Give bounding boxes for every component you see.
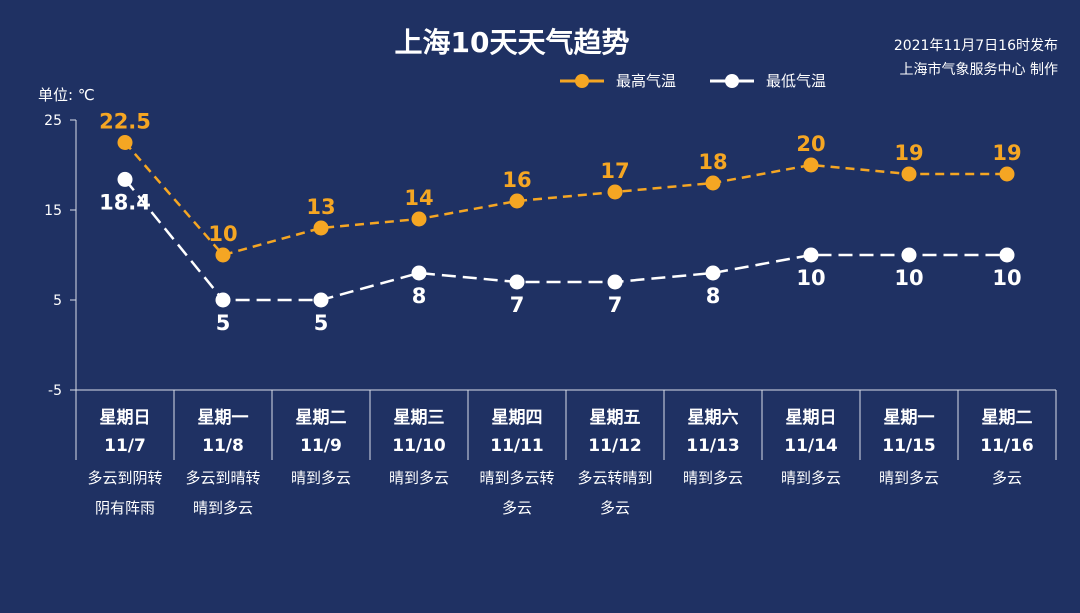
weather-description: 晴到多云 — [389, 469, 449, 487]
x-date-label: 11/15 — [882, 436, 936, 456]
data-label-low: 18.4 — [99, 190, 151, 214]
data-label-high: 18 — [698, 150, 727, 174]
x-date-label: 11/12 — [588, 436, 642, 456]
y-tick-label: 25 — [44, 113, 62, 129]
legend: 最高气温 最低气温 — [560, 72, 826, 90]
data-label-high: 20 — [796, 132, 825, 156]
x-date-label: 11/8 — [202, 436, 244, 456]
data-point-low — [705, 265, 721, 281]
legend-high-marker — [575, 74, 589, 88]
data-point-high — [117, 135, 133, 150]
data-point-low — [117, 171, 133, 187]
x-day-label: 星期日 — [100, 408, 151, 428]
data-label-low: 7 — [608, 293, 623, 317]
x-day-label: 星期六 — [688, 407, 739, 428]
x-day-label: 星期日 — [786, 408, 837, 428]
weather-description: 多云 — [600, 499, 630, 517]
x-date-label: 11/14 — [784, 436, 838, 456]
data-point-high — [215, 247, 231, 263]
weather-description: 晴到多云 — [683, 469, 743, 487]
data-point-low — [999, 247, 1015, 263]
weather-description: 多云 — [992, 469, 1022, 487]
data-label-low: 10 — [894, 266, 923, 290]
legend-low-label: 最低气温 — [766, 72, 826, 90]
x-date-label: 11/9 — [300, 436, 342, 456]
data-point-high — [411, 211, 427, 227]
series-line-low — [124, 178, 1007, 302]
data-point-high — [705, 175, 721, 191]
data-label-low: 5 — [216, 311, 231, 335]
data-label-low: 8 — [412, 284, 427, 308]
x-date-label: 11/7 — [104, 436, 146, 456]
data-label-high: 16 — [502, 168, 531, 192]
data-label-low: 10 — [796, 266, 825, 290]
x-date-label: 11/10 — [392, 436, 446, 456]
y-tick-label: 15 — [44, 203, 62, 219]
unit-label: 单位: ℃ — [38, 86, 95, 104]
data-point-low — [607, 274, 623, 290]
x-date-label: 11/11 — [490, 436, 544, 456]
y-tick-label: -5 — [48, 383, 62, 399]
data-label-high: 13 — [306, 195, 335, 219]
data-point-low — [411, 265, 427, 281]
weather-description: 晴到多云 — [291, 469, 351, 487]
publisher-credit: 上海市气象服务中心 制作 — [900, 61, 1058, 78]
series-line-high — [124, 141, 1007, 257]
y-tick-label: 5 — [53, 293, 62, 309]
issued-time: 2021年11月7日16时发布 — [894, 38, 1058, 54]
data-label-low: 8 — [706, 284, 721, 308]
data-label-high: 19 — [894, 141, 923, 165]
data-point-high — [313, 220, 329, 236]
data-point-low — [901, 247, 917, 263]
weather-description: 晴到多云 — [193, 499, 253, 517]
legend-high-label: 最高气温 — [616, 72, 676, 90]
data-label-low: 5 — [314, 311, 329, 335]
data-label-high: 14 — [404, 186, 433, 210]
x-date-label: 11/16 — [980, 436, 1034, 456]
legend-low-marker — [725, 74, 739, 88]
weather-description: 晴到多云 — [781, 469, 841, 487]
data-label-high: 22.5 — [99, 110, 151, 134]
x-day-label: 星期四 — [492, 408, 543, 428]
data-label-high: 10 — [208, 222, 237, 246]
data-point-high — [607, 184, 623, 200]
data-point-high — [999, 166, 1015, 182]
weather-description: 多云到阴转 — [87, 469, 162, 487]
weather-description: 多云到晴转 — [185, 469, 260, 487]
weather-description: 晴到多云转 — [479, 469, 554, 487]
x-day-label: 星期二 — [296, 408, 347, 428]
series-lines — [124, 141, 1007, 302]
data-label-high: 17 — [600, 159, 629, 183]
data-point-low — [509, 274, 525, 290]
data-point-high — [803, 157, 819, 173]
data-point-low — [313, 292, 329, 308]
series-points: 22.5 10 13 14 16 17 18 20 19 19 18.4 5 5 8 7 7 8 10 10 10 — [99, 110, 1022, 336]
data-label-low: 10 — [992, 266, 1021, 290]
x-date-label: 11/13 — [686, 436, 740, 456]
weather-description: 晴到多云 — [879, 469, 939, 487]
weather-description: 阴有阵雨 — [95, 499, 155, 517]
x-day-label: 星期一 — [884, 408, 935, 428]
data-label-high: 19 — [992, 141, 1021, 165]
weather-description: 多云转晴到 — [577, 469, 652, 487]
x-day-label: 星期一 — [198, 408, 249, 428]
x-day-label: 星期二 — [982, 408, 1033, 428]
data-label-low: 7 — [510, 293, 525, 317]
data-point-low — [803, 247, 819, 263]
x-day-label: 星期五 — [590, 408, 641, 428]
data-point-low — [215, 292, 231, 308]
category-columns: 星期日11/7多云到阴转阴有阵雨星期一11/8多云到晴转晴到多云星期二11/9晴… — [75, 390, 1057, 517]
data-point-high — [509, 193, 525, 209]
chart-title: 上海10天天气趋势 — [395, 26, 630, 59]
data-point-high — [901, 166, 917, 182]
weather-description: 多云 — [502, 499, 532, 517]
x-day-label: 星期三 — [394, 408, 445, 428]
